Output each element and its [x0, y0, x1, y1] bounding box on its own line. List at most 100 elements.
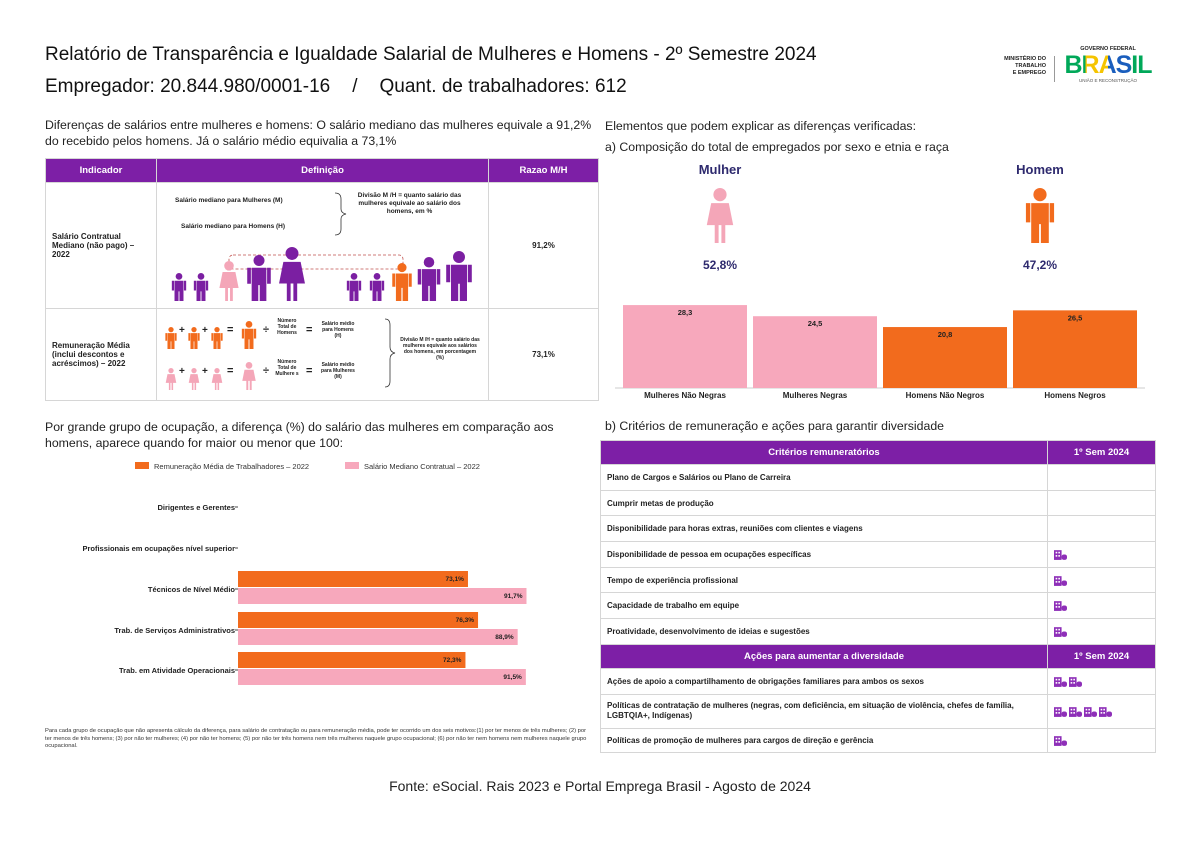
y-tick-label: Dirigentes e Gerentes: [157, 503, 235, 512]
action: Ações de apoio a compartilhamento de obr…: [600, 667, 1048, 695]
operator: +: [202, 366, 208, 377]
person-body: [241, 328, 257, 349]
row: Proatividade, desenvolvimento de ideias …: [600, 618, 1156, 645]
header-cell: Razao M/H: [488, 158, 599, 183]
icon: [1054, 575, 1067, 586]
women-label: Mulher: [699, 162, 742, 177]
bar: [238, 629, 518, 645]
person-body: [706, 203, 734, 243]
def-text: Número Total de Mulhere s: [275, 359, 299, 377]
brand: BRASIL: [1064, 51, 1152, 79]
def-text: Salário médio para Mulheres (M): [321, 362, 355, 380]
row: Salário Contratual Mediano (não pago) – …: [45, 182, 599, 309]
person-body: [211, 374, 223, 390]
person-head: [253, 255, 265, 267]
def-text: Salário médio para Homens (H): [321, 321, 355, 339]
operator: =: [227, 365, 234, 377]
person-head: [214, 368, 220, 374]
value-label: 26,5: [1068, 313, 1083, 322]
brace: [334, 192, 347, 236]
value-label: 72,3%: [443, 657, 462, 664]
person-head: [397, 263, 407, 273]
slogan: UNIÃO E RECONSTRUÇÃO: [1078, 78, 1137, 83]
row: Políticas de contratação de mulheres (ne…: [600, 693, 1156, 729]
person-body: [369, 280, 385, 301]
person-head: [168, 368, 174, 374]
brace: [384, 318, 396, 388]
header-cell: Indicador: [45, 158, 157, 183]
value-label: 91,5%: [503, 674, 522, 681]
icon: [1054, 706, 1067, 717]
icons: [1047, 618, 1156, 645]
employer: Empregador: 20.844.980/0001-16: [45, 76, 331, 97]
legend-swatch: [345, 462, 359, 469]
value-label: 28,3: [678, 308, 693, 317]
person-body: [242, 369, 256, 390]
operator: =: [306, 324, 313, 336]
operator: =: [227, 324, 234, 336]
row: Plano de Cargos e Salários ou Plano de C…: [600, 464, 1156, 491]
person-body: [188, 374, 200, 390]
person-head: [224, 261, 234, 271]
operator: =: [306, 365, 313, 377]
ministry-line: TRABALHO: [1015, 63, 1046, 69]
icons: [1047, 667, 1156, 695]
x-tick-label: Mulheres Não Negras: [644, 391, 726, 400]
person-body: [392, 273, 412, 301]
person-body: [193, 280, 209, 301]
def-text: Salário mediano para Mulheres (M): [175, 197, 283, 204]
bar: [623, 305, 747, 388]
person-head: [214, 327, 220, 333]
operator: ÷: [263, 324, 270, 336]
men-share: 47,2%: [1023, 258, 1057, 272]
brasil-logo: GOVERNO FEDERAL BRASIL UNIÃO E RECONSTRU…: [1063, 46, 1153, 83]
salary-table: Indicador Definição Razao M/H Salário Co…: [45, 158, 599, 401]
person-head: [245, 362, 253, 369]
icon: [1054, 626, 1067, 637]
person-head: [168, 327, 174, 333]
icon: [1054, 549, 1067, 560]
def-text: Número Total de Homens: [277, 318, 297, 336]
x-tick-label: Homens Não Negros: [906, 391, 985, 400]
x-tick-label: Mulheres Negras: [783, 391, 848, 400]
person-body: [165, 374, 177, 390]
icons: [1047, 592, 1156, 620]
icon: [1069, 706, 1082, 717]
criterion: Capacidade de trabalho em equipe: [600, 592, 1048, 620]
person-head: [373, 273, 381, 280]
bar: [238, 652, 466, 668]
person-head: [197, 273, 205, 280]
definition: Salário mediano para Mulheres (M) Salári…: [156, 182, 489, 309]
icons: [1047, 489, 1156, 517]
x-tick-label: Homens Negros: [1044, 391, 1106, 400]
row: Disponibilidade para horas extras, reuni…: [600, 515, 1156, 543]
government: GOVERNO FEDERAL: [1080, 46, 1136, 52]
action: Políticas de promoção de mulheres para c…: [600, 727, 1048, 753]
icon: [1069, 676, 1082, 687]
definition-art: Salário mediano para Mulheres (M) Salári…: [157, 183, 488, 308]
person-body: [446, 264, 472, 301]
ministry-line: MINISTÉRIO DO: [1004, 56, 1046, 62]
person-head: [350, 273, 358, 280]
operator: +: [179, 325, 185, 336]
definition: + + = ÷ Número Total de Homens = Salário…: [156, 308, 489, 401]
composition-subheading: a) Composição do total de empregados por…: [605, 140, 949, 154]
criterion: Disponibilidade para horas extras, reuni…: [600, 515, 1048, 543]
icon: [1084, 706, 1097, 717]
criteria-table: Critérios remuneratórios 1º Sem 2024 Plan…: [600, 440, 1156, 753]
person-head: [191, 368, 197, 374]
bar: [238, 669, 526, 685]
bar: [238, 571, 468, 587]
title: Relatório de Transparência e Igualdade S…: [45, 44, 817, 65]
footer: Fonte: eSocial. Rais 2023 e Portal Empre…: [389, 778, 811, 794]
header-row: Ações para aumentar a diversidade 1º Sem …: [600, 643, 1156, 669]
bar: [883, 327, 1007, 388]
employer-line: Empregador: 20.844.980/0001-16 / Quant. de…: [45, 76, 627, 98]
header-cell: Critérios remuneratórios: [600, 440, 1048, 465]
indicator: Remuneração Média (inclui descontos e ac…: [45, 308, 157, 401]
header-row: Indicador Definição Razao M/H: [45, 158, 599, 183]
icons: [1047, 727, 1156, 753]
action: Políticas de contratação de mulheres (ne…: [600, 693, 1048, 729]
person-head: [191, 327, 197, 333]
